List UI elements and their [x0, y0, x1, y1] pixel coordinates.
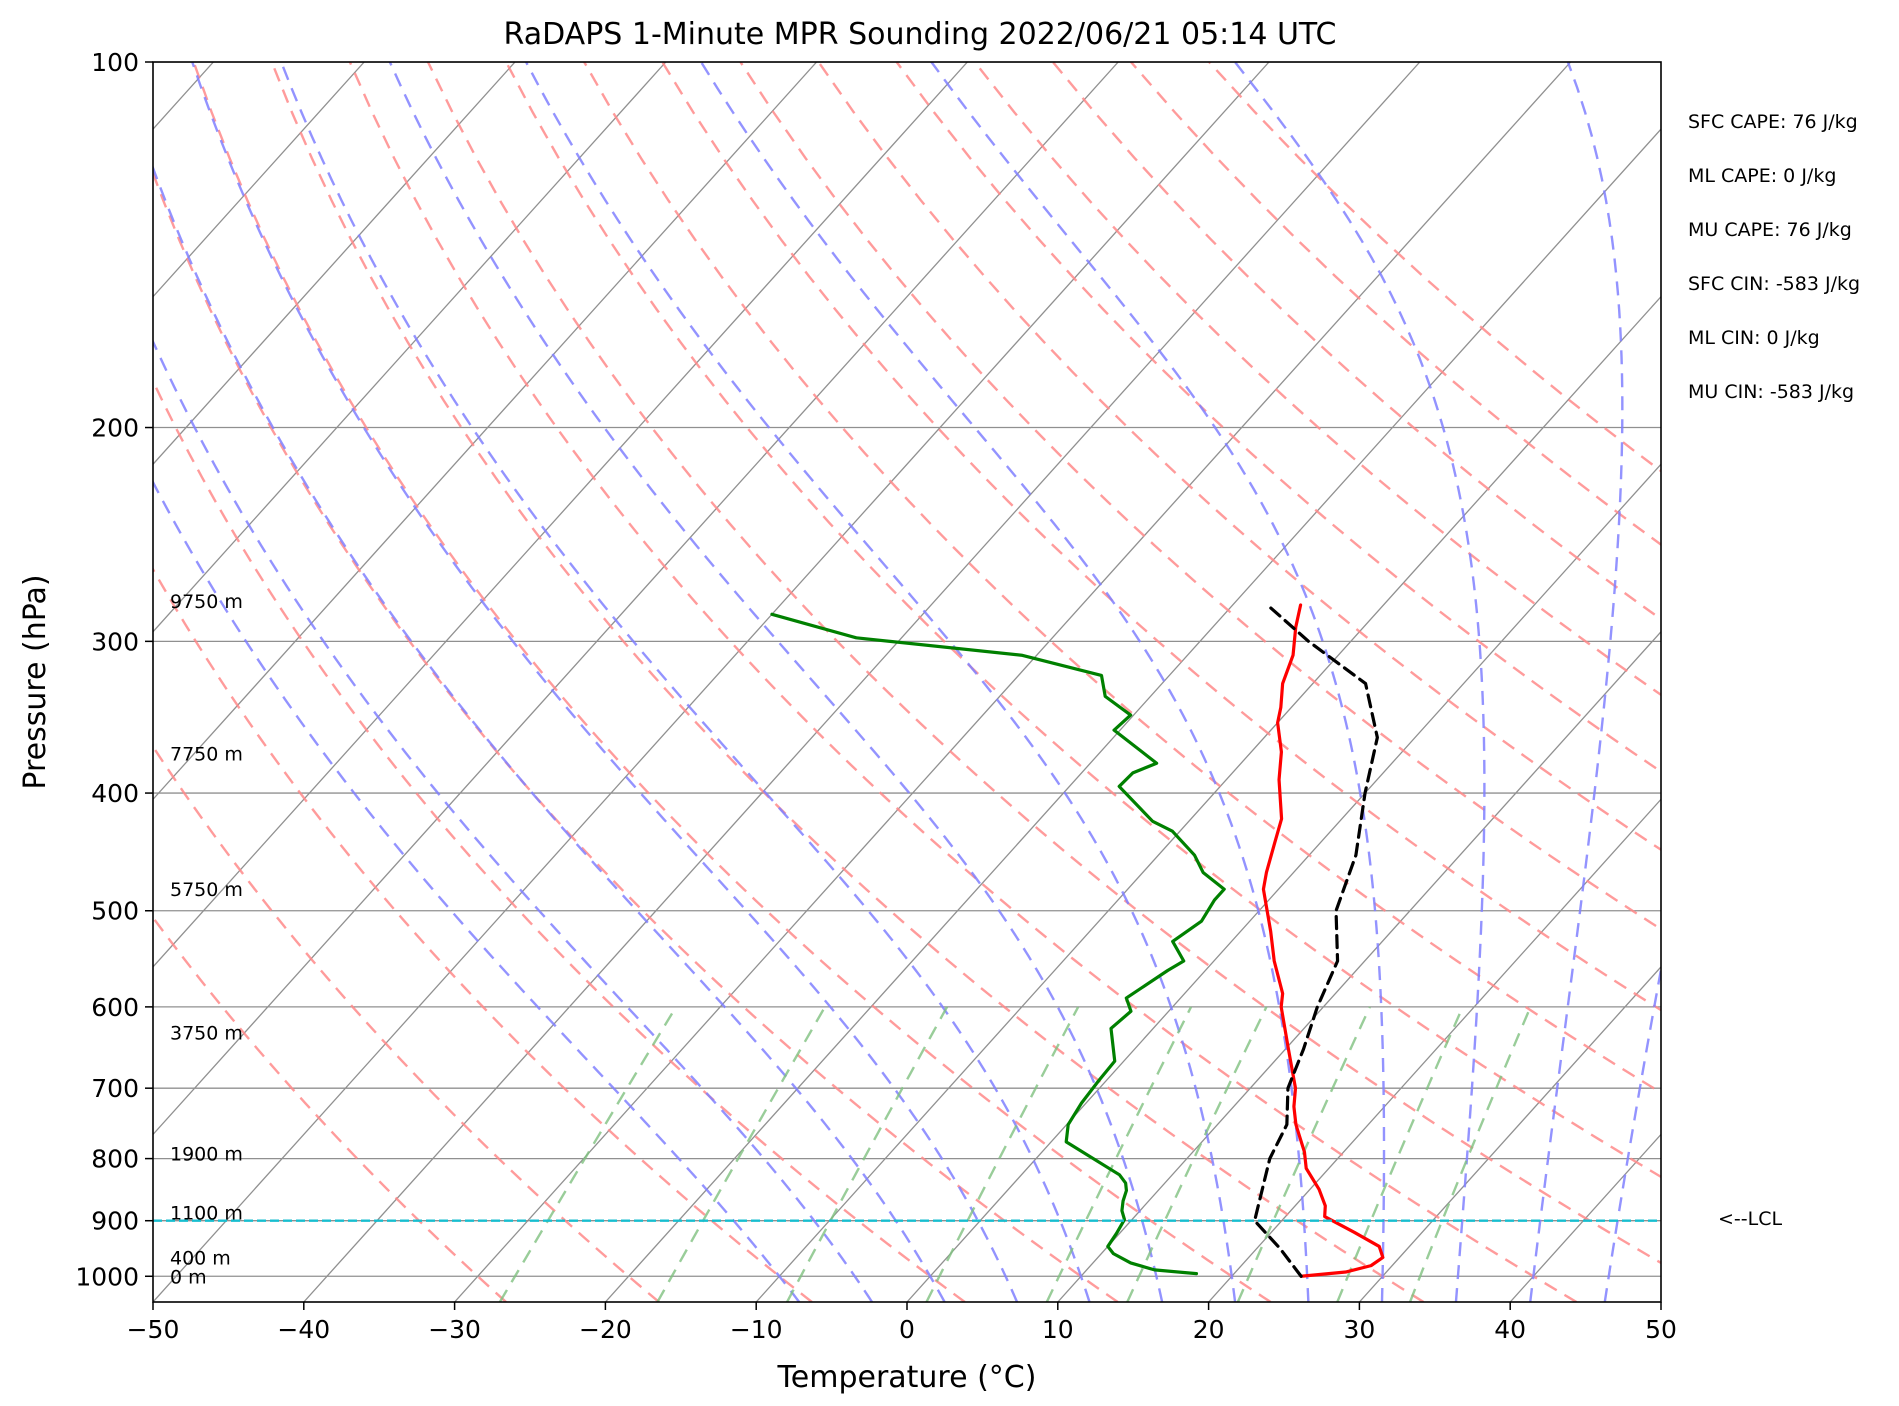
- moist-adiabat: [525, 62, 1237, 1302]
- dry-adiabat: [153, 169, 1119, 1302]
- moist-adiabat: [1234, 62, 1486, 1302]
- x-tick-label: 0: [899, 1315, 915, 1344]
- temperature-profile-line: [1261, 603, 1385, 1278]
- dry-adiabat: [661, 62, 1661, 1012]
- x-tick-label: 10: [1042, 1315, 1074, 1344]
- chart-labels: RaDAPS 1-Minute MPR Sounding 2022/06/21 …: [18, 17, 1860, 1395]
- x-tick-label: 40: [1494, 1315, 1526, 1344]
- mixing-ratio-line: [1045, 1006, 1193, 1302]
- isotherm-line: [604, 128, 1661, 1302]
- axis-ticks: −50 −40 −30 −20 −10 0 10 20 30 40 50 1000 900 800 700 6…: [75, 48, 1677, 1344]
- isotherm-line: [906, 463, 1661, 1302]
- y-tick-label: 300: [91, 627, 139, 656]
- isotherm-line: [1057, 630, 1661, 1302]
- profile-lines: [153, 603, 1661, 1278]
- ml-cape-stat: ML CAPE: 0 J/kg: [1688, 165, 1836, 187]
- moist-adiabat: [191, 62, 1019, 1302]
- moist-adiabat: [1603, 962, 1661, 1302]
- dry-adiabat: [153, 378, 966, 1302]
- stats-panel: SFC CAPE: 76 J/kg ML CAPE: 0 J/kg MU CAP…: [1688, 111, 1860, 403]
- moist-adiabat: [388, 62, 1164, 1302]
- moist-adiabat: [1529, 62, 1624, 1302]
- y-tick-label: 100: [91, 48, 139, 77]
- x-axis-label: Temperature (°C): [777, 1360, 1037, 1395]
- mixing-ratio-line: [925, 1006, 1080, 1302]
- mixing-ratio-line: [498, 1006, 678, 1302]
- x-tick-label: 20: [1193, 1315, 1225, 1344]
- height-label: 1100 m: [170, 1202, 243, 1224]
- moist-adiabat: [700, 62, 1310, 1302]
- mixing-ratio-line: [656, 1006, 826, 1302]
- background-grid: [153, 62, 1661, 1302]
- y-tick-label: 900: [91, 1207, 139, 1236]
- dry-adiabat: [817, 62, 1661, 852]
- dry-adiabat: [739, 62, 1661, 931]
- dry-adiabat: [895, 62, 1661, 774]
- mu-cin-stat: MU CIN: -583 J/kg: [1688, 381, 1854, 403]
- isotherm-line: [153, 62, 1119, 1136]
- sfc-cin-stat: SFC CIN: -583 J/kg: [1688, 273, 1860, 295]
- isotherm-line: [454, 62, 1572, 1302]
- thermodynamic-lines: [153, 62, 1661, 1302]
- x-tick-label: −50: [127, 1315, 180, 1344]
- dewpoint-profile-line: [770, 612, 1226, 1276]
- mu-cape-stat: MU CAPE: 76 J/kg: [1688, 219, 1852, 241]
- y-tick-label: 400: [91, 779, 139, 808]
- height-label: 400 m: [170, 1247, 231, 1269]
- isotherm-line: [153, 62, 667, 633]
- sfc-cape-stat: SFC CAPE: 76 J/kg: [1688, 111, 1858, 133]
- x-tick-label: 50: [1645, 1315, 1677, 1344]
- dry-adiabat: [426, 62, 1661, 1265]
- y-tick-label: 1000: [75, 1262, 139, 1291]
- x-tick-label: −10: [730, 1315, 783, 1344]
- dry-adiabat: [153, 915, 507, 1302]
- ml-cin-stat: ML CIN: 0 J/kg: [1688, 327, 1820, 349]
- isotherm-line: [1358, 965, 1661, 1302]
- moist-adiabat: [153, 164, 946, 1302]
- mixing-ratio-line: [1236, 1006, 1371, 1302]
- isotherm-line: [1208, 798, 1661, 1302]
- height-label: 3750 m: [170, 1023, 243, 1045]
- dry-adiabat: [505, 62, 1661, 1179]
- x-tick-label: −20: [579, 1315, 632, 1344]
- isotherm-line: [153, 62, 818, 801]
- y-tick-label: 200: [91, 414, 139, 443]
- chart-title: RaDAPS 1-Minute MPR Sounding 2022/06/21 …: [504, 17, 1337, 52]
- y-tick-label: 700: [91, 1074, 139, 1103]
- y-tick-label: 600: [91, 993, 139, 1022]
- lcl-label: <--LCL: [1718, 1208, 1782, 1230]
- x-tick-label: −40: [277, 1315, 330, 1344]
- mixing-ratio-line: [1126, 1006, 1268, 1302]
- y-axis-label: Pressure (hPa): [18, 574, 53, 789]
- moist-adiabat: [280, 62, 1091, 1302]
- dry-adiabat: [153, 566, 813, 1302]
- parcel-profile-line: [1253, 603, 1379, 1278]
- x-tick-label: 30: [1343, 1315, 1375, 1344]
- height-label: 1900 m: [170, 1143, 243, 1165]
- x-tick-label: −30: [428, 1315, 481, 1344]
- y-tick-label: 800: [91, 1145, 139, 1174]
- isotherm-line: [153, 62, 968, 968]
- isotherm-line: [153, 62, 516, 466]
- height-label: 7750 m: [170, 743, 243, 765]
- dry-adiabat: [192, 62, 1272, 1302]
- isotherm-line: [303, 62, 1421, 1302]
- mixing-ratio-line: [785, 1006, 949, 1302]
- height-label: 0 m: [170, 1266, 207, 1288]
- isotherm-line: [153, 62, 1270, 1302]
- dry-adiabat: [348, 62, 1578, 1302]
- height-label: 9750 m: [170, 591, 243, 613]
- y-tick-label: 500: [91, 897, 139, 926]
- isotherm-line: [153, 62, 365, 298]
- dry-adiabat: [583, 62, 1661, 1095]
- height-label: 5750 m: [170, 879, 243, 901]
- moist-adiabat: [153, 338, 874, 1302]
